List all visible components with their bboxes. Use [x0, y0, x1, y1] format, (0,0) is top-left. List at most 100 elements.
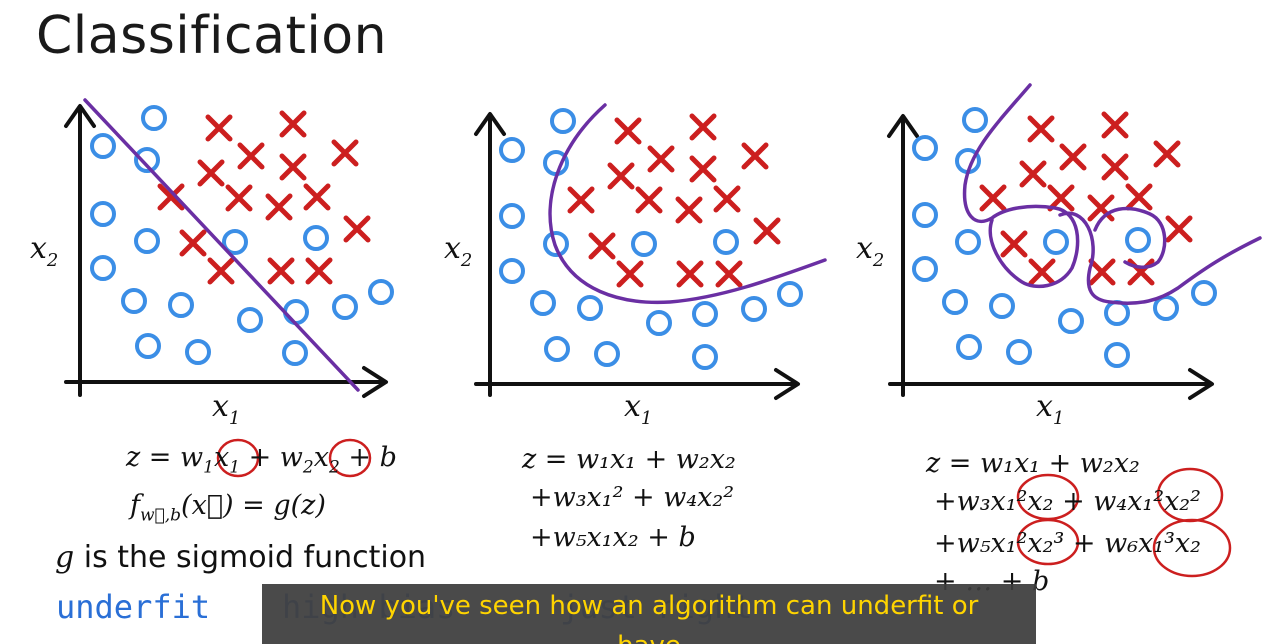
cross-icon — [713, 185, 741, 213]
circle-icon — [90, 255, 116, 281]
cross-icon — [279, 153, 307, 181]
cross-icon — [588, 232, 616, 260]
cross-icon — [305, 257, 333, 285]
quadratic-equation-line-1: z = w₁x₁ + w₂x₂ — [522, 444, 736, 475]
cross-icon — [197, 159, 225, 187]
cross-icon — [1019, 160, 1047, 188]
circle-icon — [1125, 227, 1151, 253]
cross-icon — [979, 184, 1007, 212]
cross-icon — [1153, 140, 1181, 168]
circle-icon — [577, 295, 603, 321]
x-axis — [888, 368, 1214, 400]
caption-line-2: have — [262, 626, 1036, 644]
circle-icon — [989, 293, 1015, 319]
circle-icon — [594, 341, 620, 367]
circle-icon — [283, 299, 309, 325]
cross-icon — [1101, 111, 1129, 139]
linear-equation: z = w1x1 + w2x2 + b — [126, 442, 397, 478]
high-order-equation-line-2: +w₃x₁²x₂ + w₄x₁²x₂² — [934, 486, 1201, 517]
ring-annotation — [216, 438, 260, 478]
circle-icon — [713, 229, 739, 255]
high-order-equation-line-1: z = w₁x₁ + w₂x₂ — [926, 448, 1140, 479]
ring-annotation — [1152, 518, 1232, 578]
circle-icon — [121, 288, 147, 314]
cross-icon — [741, 142, 769, 170]
circle-icon — [332, 294, 358, 320]
circle-icon — [1043, 229, 1069, 255]
handwritten-annotations — [216, 438, 1232, 578]
circle-icon — [282, 340, 308, 366]
cross-icon — [689, 113, 717, 141]
ring-annotation — [328, 438, 372, 478]
cross-icon — [635, 186, 663, 214]
cross-icon — [1101, 153, 1129, 181]
x2-axis-label: x2 — [856, 231, 884, 271]
handwritten-underfit: underfit — [56, 588, 211, 626]
circle-icon — [692, 301, 718, 327]
cross-icon — [179, 229, 207, 257]
circle-icon — [550, 108, 576, 134]
cross-icon — [614, 117, 642, 145]
circle-icon — [962, 107, 988, 133]
circle-icon — [777, 281, 803, 307]
ring-annotation — [1016, 518, 1080, 566]
cross-icon — [715, 260, 743, 288]
cross-icon — [567, 186, 595, 214]
circle-icon — [499, 137, 525, 163]
cross-icon — [676, 260, 704, 288]
circle-icon — [692, 344, 718, 370]
circle-icon — [956, 334, 982, 360]
positive-class-points — [979, 111, 1193, 286]
circle-icon — [499, 258, 525, 284]
decision-boundary-quadratic — [548, 103, 827, 305]
cross-icon — [237, 142, 265, 170]
circle-icon — [912, 256, 938, 282]
y-axis — [474, 112, 506, 397]
positive-class-points — [567, 113, 781, 288]
cross-icon — [1087, 194, 1115, 222]
circle-icon — [631, 231, 657, 257]
x-axis — [474, 368, 800, 400]
cross-icon — [647, 145, 675, 173]
positive-class-points — [157, 110, 371, 285]
circle-icon — [90, 133, 116, 159]
cross-icon — [157, 183, 185, 211]
caption-line-1: Now you've seen how an algorithm can und… — [319, 591, 979, 621]
circle-icon — [1058, 308, 1084, 334]
circle-icon — [168, 292, 194, 318]
cross-icon — [1000, 230, 1028, 258]
cross-icon — [675, 196, 703, 224]
cross-icon — [207, 257, 235, 285]
cross-icon — [1165, 215, 1193, 243]
circle-icon — [1104, 300, 1130, 326]
cross-icon — [1027, 115, 1055, 143]
quadratic-equation-line-3: +w₅x₁x₂ + b — [530, 522, 696, 553]
circle-icon — [185, 339, 211, 365]
circle-icon — [135, 333, 161, 359]
plot-just-right: x2 x1 — [444, 103, 827, 429]
circle-icon — [912, 135, 938, 161]
circle-icon — [912, 202, 938, 228]
circle-icon — [90, 201, 116, 227]
cross-icon — [205, 114, 233, 142]
cross-icon — [1047, 184, 1075, 212]
circle-icon — [141, 105, 167, 131]
circle-icon — [543, 231, 569, 257]
circle-icon — [1191, 280, 1217, 306]
cross-icon — [1059, 143, 1087, 171]
circle-icon — [134, 147, 160, 173]
cross-icon — [343, 215, 371, 243]
decision-boundary-high-order — [962, 83, 1262, 305]
x-axis — [64, 366, 388, 398]
x1-axis-label: x1 — [1036, 389, 1064, 429]
cross-icon — [753, 217, 781, 245]
cross-icon — [331, 139, 359, 167]
plot-overfit: x2 x1 — [856, 83, 1262, 429]
cross-icon — [225, 184, 253, 212]
circle-icon — [646, 310, 672, 336]
quadratic-equation-line-2: +w₃x₁² + w₄x₂² — [530, 482, 735, 513]
x1-axis-label: x1 — [624, 389, 652, 429]
sigmoid-note: g is the sigmoid function — [55, 540, 427, 575]
cross-icon — [1125, 183, 1153, 211]
